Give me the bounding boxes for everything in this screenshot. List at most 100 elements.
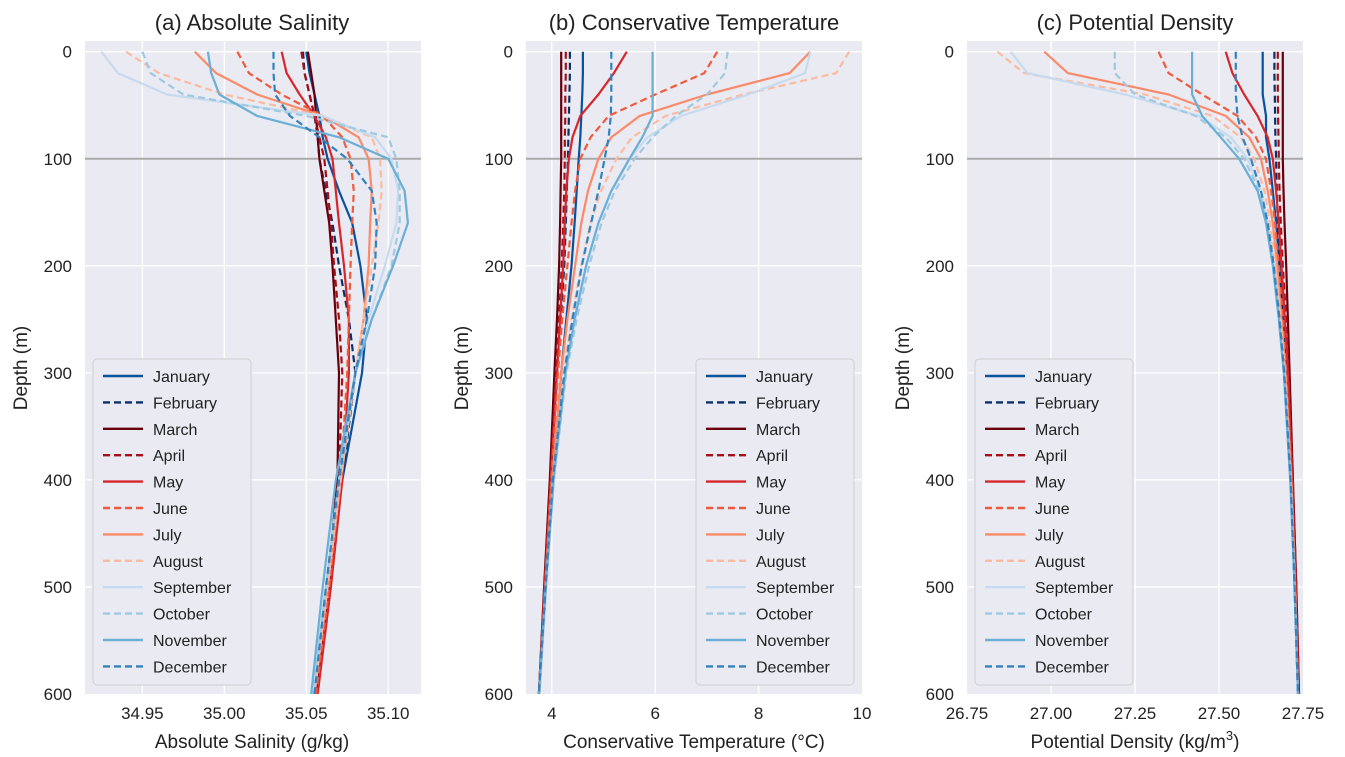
legend-label: July [153, 527, 181, 544]
y-tick-label: 400 [44, 471, 72, 490]
legend-label: April [153, 448, 185, 465]
series-line-november [1190, 51, 1300, 694]
legend-label: July [756, 527, 784, 544]
y-tick-label: 600 [485, 685, 513, 704]
legend-frame [92, 358, 252, 686]
legend-label: May [1035, 475, 1065, 492]
legend-label: December [153, 659, 227, 676]
legend-label: October [1035, 607, 1093, 624]
x-tick-label: 35.05 [285, 704, 328, 723]
y-tick-label: 100 [44, 150, 72, 169]
series-lines [537, 50, 851, 694]
y-axis-label: Depth (m) [893, 326, 914, 410]
x-tick-label: 27.25 [1114, 704, 1157, 723]
legend-label: July [1035, 527, 1063, 544]
y-tick-labels: 0 100 200 300 400 500 600 [44, 43, 72, 704]
series-lines [100, 50, 409, 694]
y-tick-label: 300 [485, 364, 513, 383]
panel-conservative-temperature: (b) Conservative Temperature 4 6 8 10 0 100 2… [452, 10, 871, 753]
legend: January February March April May June July Augu… [974, 358, 1134, 686]
legend-label: September [756, 580, 835, 597]
x-tick-label: 4 [547, 704, 556, 723]
y-tick-label: 300 [44, 364, 72, 383]
y-tick-label: 600 [44, 685, 72, 704]
x-tick-label: 26.75 [946, 704, 989, 723]
y-tick-label: 500 [485, 578, 513, 597]
x-axis-label-tail: ) [1233, 732, 1239, 753]
legend-label: October [756, 607, 814, 624]
y-tick-label: 100 [485, 150, 513, 169]
y-tick-label: 300 [926, 364, 954, 383]
x-axis-label-superscript: 3 [1226, 728, 1233, 743]
y-tick-label: 400 [485, 471, 513, 490]
legend-label: October [153, 607, 211, 624]
legend-label: December [1035, 659, 1109, 676]
legend-label: June [1035, 501, 1070, 518]
y-tick-label: 200 [926, 257, 954, 276]
y-tick-label: 100 [926, 150, 954, 169]
x-axis-label: Conservative Temperature (°C) [563, 732, 825, 753]
legend-label: January [756, 369, 813, 386]
series-line-december [1234, 51, 1300, 694]
x-axis-label: Absolute Salinity (g/kg) [155, 732, 349, 753]
x-tick-label: 27.75 [1282, 704, 1325, 723]
legend-label: November [153, 633, 227, 650]
y-tick-label: 0 [504, 43, 513, 62]
x-tick-labels: 34.95 35.00 35.05 35.10 [121, 704, 409, 723]
legend-label: January [153, 369, 210, 386]
series-line-july [538, 50, 812, 694]
y-axis-label: Depth (m) [11, 326, 32, 410]
legend-frame [974, 358, 1134, 686]
legend-label: November [1035, 633, 1109, 650]
legend-label: November [756, 633, 830, 650]
series-lines [996, 50, 1301, 694]
y-tick-label: 0 [63, 43, 72, 62]
legend-label: August [1035, 554, 1085, 571]
x-tick-label: 35.10 [367, 704, 410, 723]
series-line-november [206, 51, 409, 694]
y-tick-label: 500 [926, 578, 954, 597]
y-axis-label: Depth (m) [452, 326, 473, 410]
legend-label: August [756, 554, 806, 571]
y-tick-labels: 0 100 200 300 400 500 600 [926, 43, 954, 704]
x-axis-label: Potential Density (kg/m3) [1031, 728, 1240, 753]
chart-title: (a) Absolute Salinity [155, 10, 349, 35]
x-tick-label: 8 [754, 704, 763, 723]
legend-label: February [756, 395, 820, 412]
legend-label: March [153, 422, 197, 439]
y-tick-label: 0 [945, 43, 954, 62]
legend-label: June [756, 501, 791, 518]
legend-label: April [1035, 448, 1067, 465]
legend: January February March April May June July Augu… [695, 358, 855, 686]
x-tick-label: 35.00 [203, 704, 246, 723]
series-line-december [272, 51, 378, 694]
series-line-august [125, 50, 383, 694]
x-tick-label: 27.50 [1198, 704, 1241, 723]
panel-potential-density: (c) Potential Density 26.75 27.00 27.25 27.… [893, 10, 1324, 753]
series-line-june [1157, 51, 1300, 694]
legend-label: September [1035, 580, 1114, 597]
legend-label: April [756, 448, 788, 465]
y-tick-labels: 0 100 200 300 400 500 600 [485, 43, 513, 704]
y-tick-label: 600 [926, 685, 954, 704]
legend-label: May [153, 475, 183, 492]
legend-label: February [153, 395, 217, 412]
x-tick-label: 6 [650, 704, 659, 723]
chart-title: (c) Potential Density [1037, 10, 1234, 35]
y-tick-label: 200 [485, 257, 513, 276]
chart-title: (b) Conservative Temperature [549, 10, 840, 35]
legend-label: March [756, 422, 800, 439]
x-tick-label: 10 [853, 704, 872, 723]
legend-label: February [1035, 395, 1099, 412]
x-tick-label: 27.00 [1030, 704, 1073, 723]
x-axis-label-main: Potential Density (kg/m [1031, 732, 1226, 753]
x-tick-labels: 26.75 27.00 27.25 27.50 27.75 [946, 704, 1325, 723]
legend-label: June [153, 501, 188, 518]
legend-label: August [153, 554, 203, 571]
series-line-march [306, 51, 341, 694]
legend-label: March [1035, 422, 1079, 439]
panel-absolute-salinity: (a) Absolute Salinity 34.95 35.00 35.05 35.… [11, 10, 421, 753]
legend-label: September [153, 580, 232, 597]
y-tick-label: 200 [44, 257, 72, 276]
series-line-may [1224, 51, 1300, 694]
